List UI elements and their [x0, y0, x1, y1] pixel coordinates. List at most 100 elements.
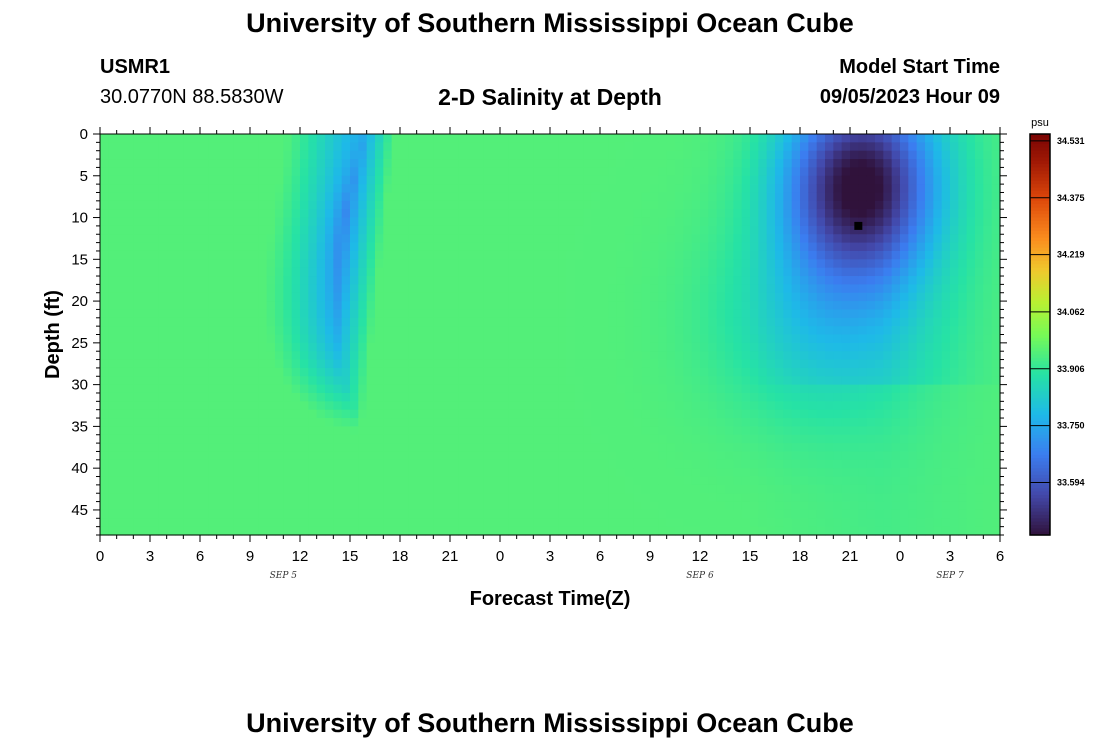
heatmap-cell	[933, 159, 943, 169]
heatmap-cell	[516, 250, 526, 260]
heatmap-cell	[591, 175, 601, 185]
heatmap-cell	[741, 234, 751, 244]
heatmap-cell	[325, 509, 334, 519]
heatmap-cell	[575, 376, 584, 386]
heatmap-cell	[158, 359, 168, 369]
heatmap-cell	[416, 267, 426, 277]
heatmap-cell	[266, 150, 276, 160]
heatmap-cell	[358, 484, 368, 494]
heatmap-cell	[400, 418, 409, 427]
heatmap-cell	[833, 209, 843, 219]
heatmap-cell	[925, 351, 934, 361]
heatmap-cell	[950, 376, 959, 386]
heatmap-cell	[133, 426, 143, 436]
heatmap-cell	[150, 134, 159, 143]
heatmap-cell	[833, 326, 843, 336]
heatmap-cell	[916, 284, 926, 294]
heatmap-cell	[191, 134, 201, 143]
heatmap-cell	[700, 250, 709, 260]
heatmap-cell	[458, 284, 468, 294]
heatmap-cell	[325, 376, 334, 386]
heatmap-cell	[308, 384, 318, 394]
heatmap-cell	[108, 468, 118, 478]
heatmap-cell	[366, 209, 376, 219]
heatmap-cell	[200, 526, 209, 536]
heatmap-cell	[950, 326, 959, 336]
heatmap-cell	[108, 225, 118, 235]
heatmap-cell	[616, 200, 626, 210]
heatmap-cell	[766, 443, 776, 453]
heatmap-cell	[641, 443, 651, 453]
heatmap-cell	[483, 367, 493, 377]
heatmap-cell	[600, 150, 609, 160]
heatmap-cell	[866, 351, 876, 361]
heatmap-cell	[158, 167, 168, 177]
heatmap-cell	[458, 451, 468, 461]
heatmap-cell	[791, 501, 801, 511]
heatmap-cell	[725, 267, 734, 277]
heatmap-cell	[533, 276, 543, 285]
heatmap-cell	[183, 526, 193, 536]
heatmap-cell	[116, 134, 126, 143]
heatmap-cell	[833, 225, 843, 235]
heatmap-cell	[116, 225, 126, 235]
heatmap-cell	[725, 276, 734, 285]
heatmap-cell	[725, 259, 734, 269]
heatmap-cell	[725, 342, 734, 352]
heatmap-cell	[683, 209, 693, 219]
heatmap-cell	[108, 526, 118, 536]
heatmap-cell	[616, 384, 626, 394]
heatmap-cell	[675, 317, 684, 327]
heatmap-cell	[358, 259, 368, 269]
heatmap-cell	[458, 134, 468, 143]
heatmap-cell	[725, 317, 734, 327]
heatmap-cell	[666, 292, 676, 302]
heatmap-cell	[466, 418, 476, 427]
heatmap-cell	[525, 134, 534, 143]
heatmap-cell	[550, 250, 559, 260]
heatmap-cell	[750, 334, 759, 344]
heatmap-cell	[791, 426, 801, 436]
heatmap-cell	[316, 359, 326, 369]
heatmap-cell	[666, 150, 676, 160]
heatmap-cell	[608, 342, 618, 352]
heatmap-cell	[575, 484, 584, 494]
heatmap-cell	[741, 134, 751, 143]
heatmap-cell	[391, 175, 401, 185]
heatmap-cell	[591, 501, 601, 511]
heatmap-cell	[675, 451, 684, 461]
heatmap-cell	[550, 526, 559, 536]
heatmap-cell	[450, 426, 459, 436]
heatmap-cell	[800, 409, 809, 419]
heatmap-cell	[291, 217, 301, 227]
heatmap-cell	[275, 167, 284, 177]
heatmap-cell	[191, 443, 201, 453]
heatmap-cell	[700, 493, 709, 503]
heatmap-cell	[233, 526, 243, 536]
heatmap-cell	[275, 434, 284, 444]
heatmap-cell	[466, 359, 476, 369]
heatmap-cell	[950, 401, 959, 411]
heatmap-cell	[700, 468, 709, 478]
heatmap-cell	[750, 476, 759, 486]
heatmap-cell	[875, 451, 884, 461]
heatmap-cell	[950, 443, 959, 453]
heatmap-cell	[200, 493, 209, 503]
heatmap-cell	[116, 418, 126, 427]
heatmap-cell	[683, 384, 693, 394]
heatmap-cell	[750, 142, 759, 152]
heatmap-cell	[341, 493, 351, 503]
heatmap-cell	[616, 217, 626, 227]
heatmap-cell	[458, 334, 468, 344]
heatmap-cell	[150, 476, 159, 486]
heatmap-cell	[625, 459, 634, 469]
heatmap-cell	[466, 175, 476, 185]
heatmap-cell	[775, 401, 784, 411]
heatmap-cell	[783, 142, 793, 152]
heatmap-cell	[175, 384, 184, 394]
heatmap-cell	[425, 200, 434, 210]
heatmap-cell	[900, 342, 909, 352]
heatmap-cell	[708, 367, 718, 377]
heatmap-cell	[508, 459, 518, 469]
heatmap-cell	[391, 459, 401, 469]
